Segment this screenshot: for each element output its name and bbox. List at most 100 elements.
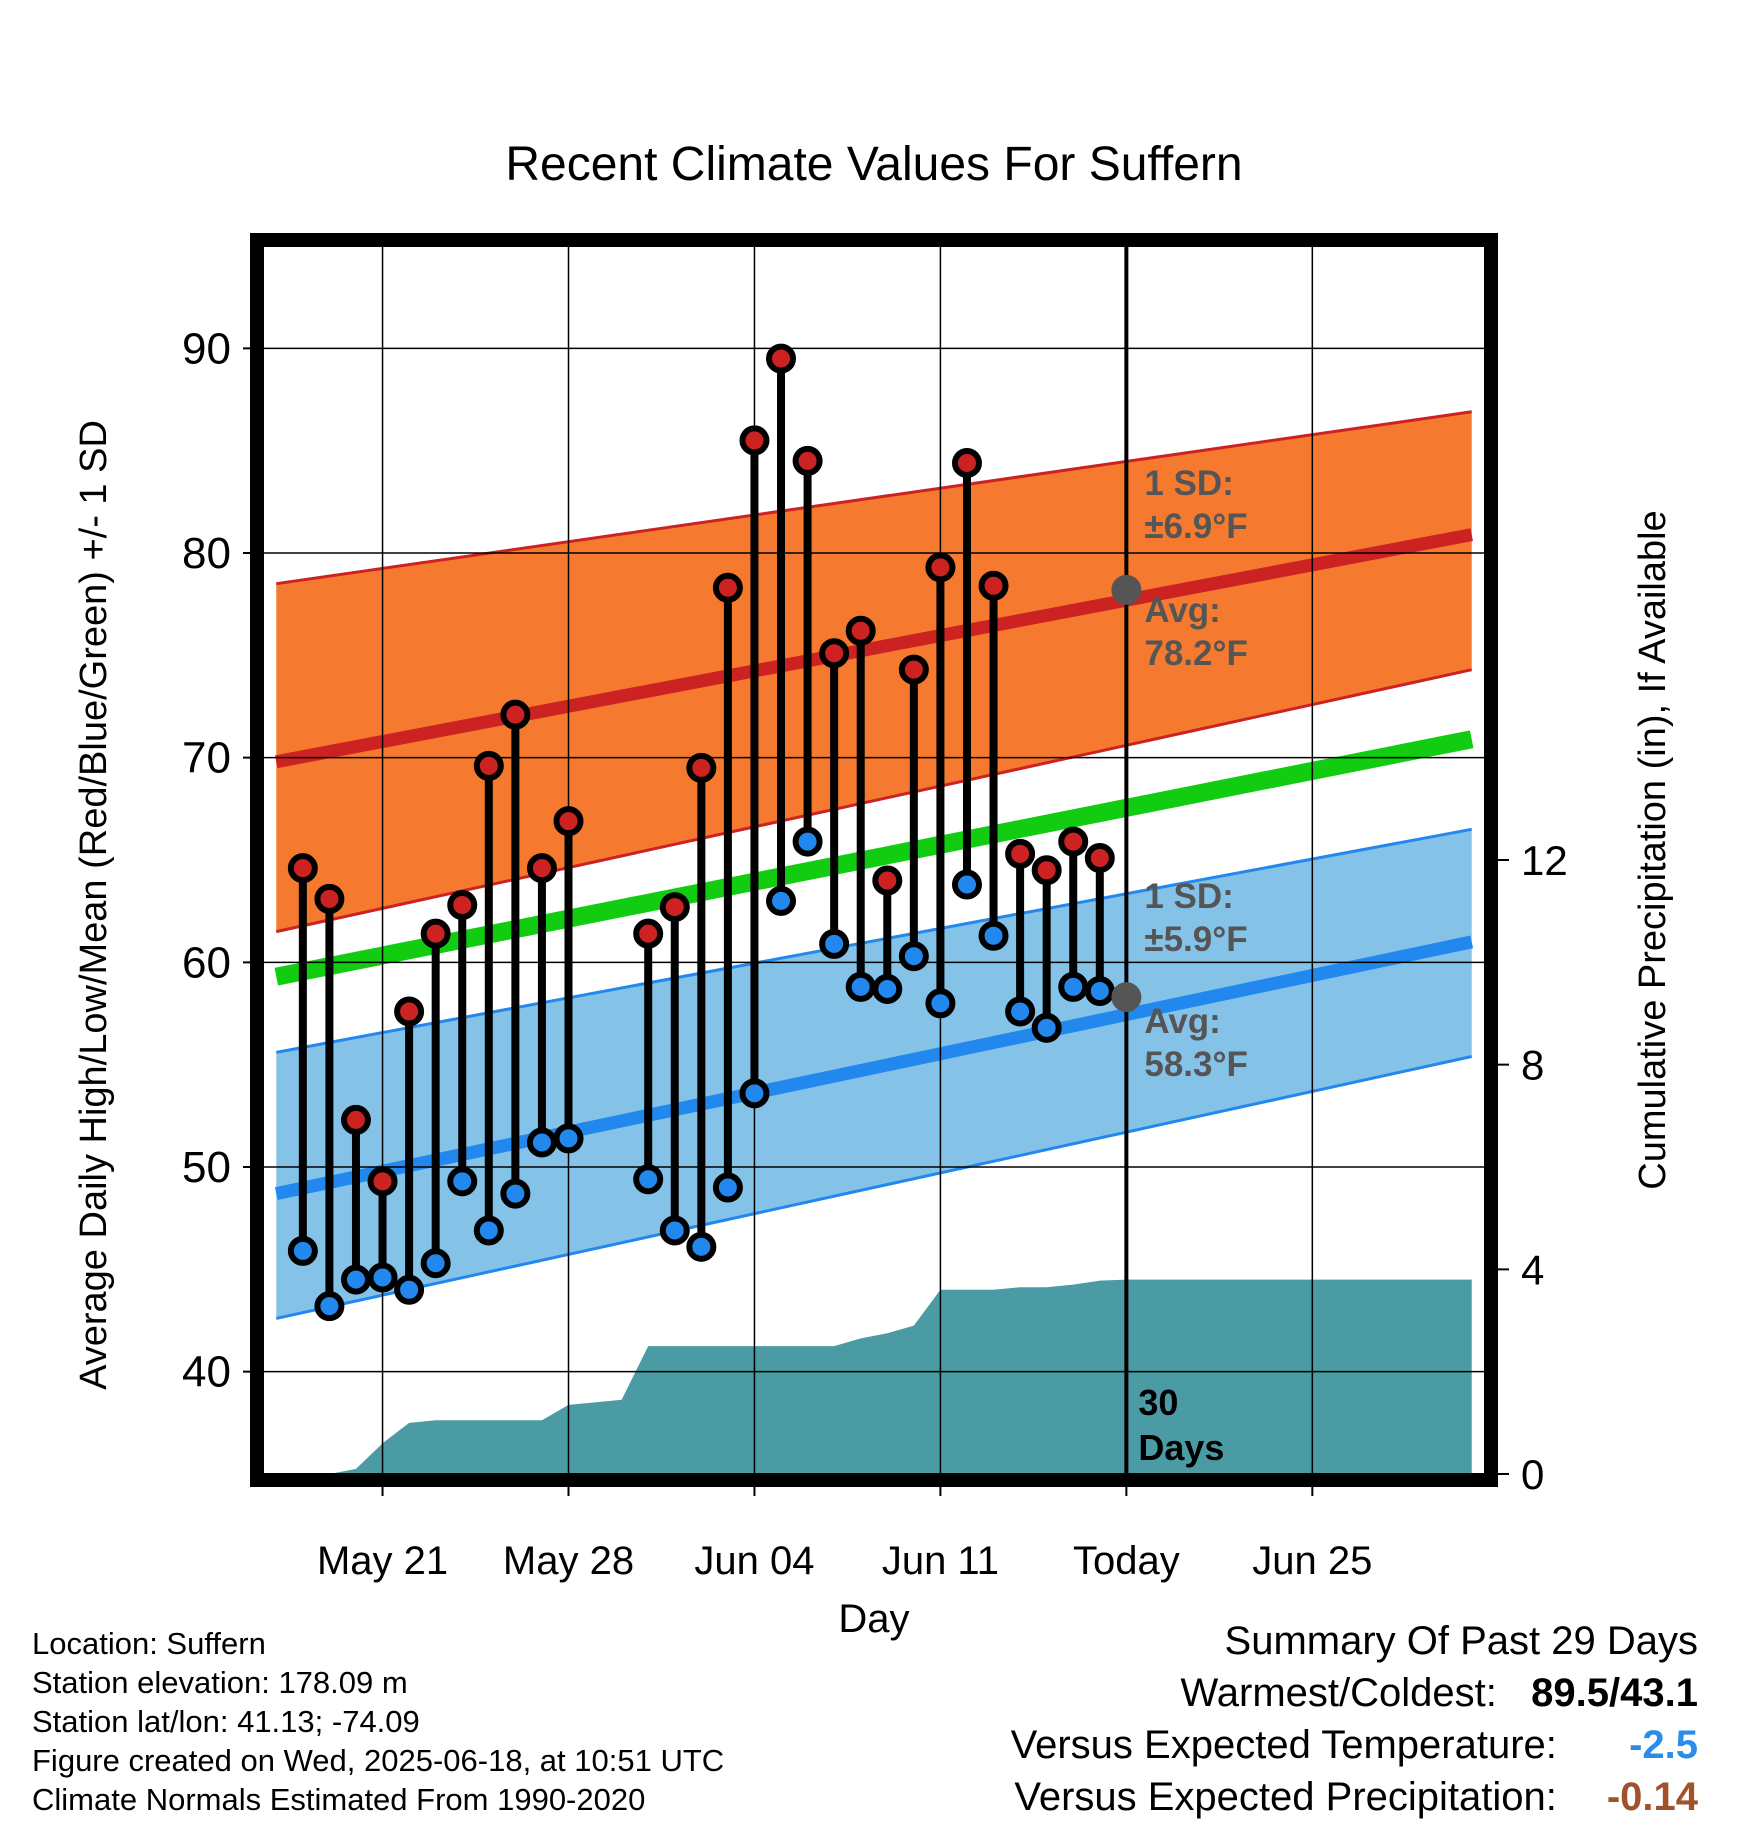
low-avg-label: Avg: (1144, 1002, 1220, 1041)
daily-high-point (739, 425, 770, 456)
low-sd-value: ±5.9°F (1144, 920, 1247, 959)
window-label-unit: Days (1138, 1427, 1224, 1468)
summary-warmest-row: Warmest/Coldest: 89.5/43.1 (1011, 1667, 1699, 1719)
daily-low-point (712, 1172, 743, 1203)
y-tick-label: 60 (182, 938, 231, 987)
summary-title: Summary Of Past 29 Days (1224, 1619, 1698, 1663)
daily-high-point (447, 890, 478, 921)
daily-low-point (287, 1235, 318, 1266)
daily-low-point (447, 1166, 478, 1197)
daily-low-point (394, 1274, 425, 1305)
mean-line (274, 730, 1474, 986)
high-avg-value: 78.2°F (1144, 634, 1248, 673)
info-latlon: Station lat/lon: 41.13; -74.09 (32, 1704, 420, 1739)
daily-high-point (925, 552, 956, 583)
daily-high-point (951, 447, 982, 478)
daily-low-point (951, 869, 982, 900)
summary-temp-value: -2.5 (1629, 1723, 1698, 1767)
y2-tick-label: 12 (1521, 837, 1568, 884)
daily-low-point (766, 885, 797, 916)
daily-high-point (1005, 838, 1036, 869)
daily-high-point (686, 752, 717, 783)
daily-high-point (819, 638, 850, 669)
daily-low-point (526, 1127, 557, 1158)
daily-low-point (314, 1291, 345, 1322)
low-avg-value: 58.3°F (1144, 1045, 1248, 1084)
daily-low-point (925, 988, 956, 1019)
daily-low-point (553, 1123, 584, 1154)
daily-high-point (473, 750, 504, 781)
daily-low-point (1031, 1012, 1062, 1043)
daily-high-point (394, 996, 425, 1027)
station-info: Location: Suffern Station elevation: 178… (32, 1624, 724, 1819)
x-tick-label: May 21 (317, 1539, 448, 1583)
plot-area: 1 SD: ±6.9°F Avg: 78.2°F 1 SD: ±5.9°F Avg: 58.3… (73, 233, 1674, 1583)
daily-low-point (633, 1164, 664, 1195)
low-sd-label: 1 SD: (1144, 877, 1233, 916)
avg-high-line (275, 528, 1473, 769)
daily-low-point (819, 928, 850, 959)
info-normals: Climate Normals Estimated From 1990-2020 (32, 1782, 646, 1817)
daily-high-point (287, 853, 318, 884)
daily-high-point (792, 445, 823, 476)
daily-high-point (1031, 855, 1062, 886)
daily-low-point (473, 1215, 504, 1246)
daily-high-point (526, 853, 557, 884)
high-sd-value: ±6.9°F (1144, 507, 1247, 546)
chart-title: Recent Climate Values For Suffern (505, 138, 1242, 191)
daily-low-point (1084, 975, 1115, 1006)
y2-tick-label: 4 (1521, 1246, 1544, 1293)
summary-warmest-label: Warmest/Coldest: (1180, 1671, 1497, 1715)
high-avg-label: Avg: (1144, 591, 1220, 630)
daily-high-point (766, 343, 797, 374)
high-sd-band-lower-edge (275, 668, 1473, 934)
summary-precip-label: Versus Expected Precipitation: (1014, 1775, 1557, 1819)
daily-high-point (712, 572, 743, 603)
daily-high-point (314, 883, 345, 914)
summary-precip-row: Versus Expected Precipitation: -0.14 (1011, 1771, 1698, 1823)
summary-temp-row: Versus Expected Temperature: -2.5 (1011, 1719, 1698, 1771)
daily-high-point (420, 918, 451, 949)
y2-tick-label: 8 (1521, 1042, 1544, 1089)
y-tick-label: 50 (182, 1143, 231, 1192)
x-tick-label: Today (1073, 1539, 1180, 1583)
daily-high-point (659, 892, 690, 923)
daily-low-point (898, 941, 929, 972)
y-tick-label: 80 (182, 529, 231, 578)
y-tick-label: 40 (182, 1348, 231, 1397)
daily-low-point (500, 1178, 531, 1209)
y-tick-label: 70 (182, 734, 231, 783)
daily-high-point (367, 1166, 398, 1197)
y2-axis-label: Cumulative Precipitation (in), If Availa… (1632, 510, 1674, 1189)
daily-high-point (1058, 826, 1089, 857)
daily-low-point (978, 920, 1009, 951)
daily-low-point (1058, 971, 1089, 1002)
daily-high-point (500, 699, 531, 730)
high-sd-band-upper-edge (276, 410, 1472, 586)
summary-warmest-value: 89.5/43.1 (1531, 1671, 1698, 1715)
x-tick-label: May 28 (503, 1539, 634, 1583)
daily-low-point (872, 973, 903, 1004)
daily-high-point (845, 615, 876, 646)
low-sd-band-upper-edge (276, 827, 1472, 1054)
precip-area (276, 1279, 1472, 1474)
daily-low-point (792, 826, 823, 857)
info-elevation: Station elevation: 178.09 m (32, 1665, 408, 1700)
daily-high-point (633, 918, 664, 949)
x-tick-label: Jun 25 (1252, 1539, 1372, 1583)
today-avg-high-marker (1111, 574, 1142, 605)
summary-temp-label: Versus Expected Temperature: (1010, 1723, 1557, 1767)
daily-high-point (553, 806, 584, 837)
y-tick-label: 90 (182, 324, 231, 373)
summary-precip-value: -0.14 (1606, 1775, 1698, 1819)
avg-low-line (274, 935, 1474, 1200)
daily-high-point (872, 865, 903, 896)
x-axis-label: Day (838, 1597, 909, 1641)
daily-high-point (340, 1104, 371, 1135)
high-sd-label: 1 SD: (1144, 464, 1233, 503)
daily-low-point (659, 1215, 690, 1246)
x-tick-label: Jun 04 (694, 1539, 814, 1583)
daily-high-point (898, 654, 929, 685)
info-created: Figure created on Wed, 2025-06-18, at 10… (32, 1743, 725, 1778)
